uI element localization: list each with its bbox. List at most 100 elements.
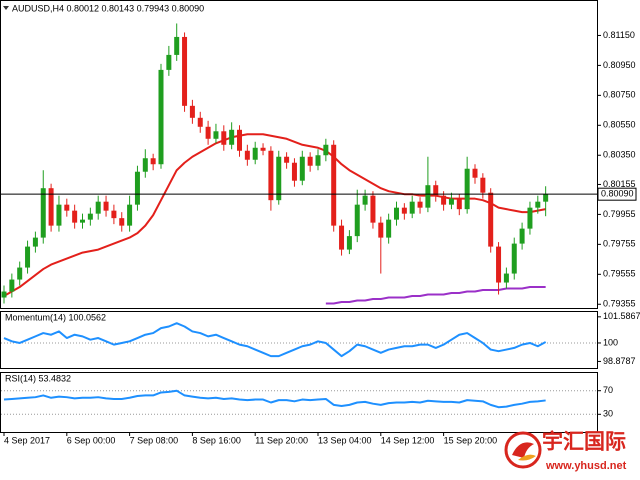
candle-body xyxy=(166,54,172,70)
candle-body xyxy=(386,219,392,238)
candle-body xyxy=(9,279,15,292)
candle-body xyxy=(1,291,7,298)
watermark-brand: 宇汇国际 xyxy=(542,430,626,454)
candle-body xyxy=(103,201,109,211)
candle-body xyxy=(17,267,23,280)
price-label: 0.80090 xyxy=(601,189,634,199)
candle-body xyxy=(448,198,454,205)
x-tick-label: 8 Sep 16:00 xyxy=(192,435,241,445)
candle-body xyxy=(362,195,368,205)
candle-body xyxy=(417,201,423,208)
rsi-title: RSI(14) 53.4832 xyxy=(5,373,71,383)
candle-body xyxy=(244,150,250,160)
candle-body xyxy=(535,201,541,208)
y-tick-label: 0.79755 xyxy=(603,239,636,249)
x-tick-label: 11 Sep 20:00 xyxy=(255,435,308,445)
candle-body xyxy=(339,225,345,250)
candle-body xyxy=(174,36,180,55)
momentum-title: Momentum(14) 100.0562 xyxy=(5,312,106,322)
candle-body xyxy=(150,158,156,165)
candle-body xyxy=(331,144,337,226)
y-tick-label: 0.80750 xyxy=(603,90,636,100)
candle-body xyxy=(394,207,399,220)
momentum-panel xyxy=(0,311,598,369)
watermark-url: www.yhusd.net xyxy=(545,460,627,472)
candle-body xyxy=(488,192,494,247)
candle-body xyxy=(111,210,117,219)
y-tick-label: 0.79555 xyxy=(603,269,636,279)
y-tick-label: 101.5867 xyxy=(603,311,640,321)
y-tick-label: 0.80550 xyxy=(603,120,636,130)
y-tick-label: 100 xyxy=(603,337,618,347)
chart-title: AUDUSD,H4 0.80012 0.80143 0.79943 0.8009… xyxy=(12,3,204,13)
price-label-box xyxy=(597,187,637,201)
candle-body xyxy=(205,126,211,139)
candle-body xyxy=(472,168,478,178)
x-tick-label: 7 Sep 08:00 xyxy=(130,435,179,445)
candle-body xyxy=(119,218,125,226)
candle-body xyxy=(237,129,242,151)
rsi-panel xyxy=(0,372,598,433)
candle-body xyxy=(378,222,384,238)
candle-body xyxy=(527,207,533,229)
y-tick-label: 0.80950 xyxy=(603,60,636,70)
candle-body xyxy=(95,201,101,214)
indicator-line xyxy=(325,286,546,305)
indicator-line xyxy=(3,133,546,297)
candle-body xyxy=(401,207,407,214)
y-tick-label: 0.80155 xyxy=(603,179,636,189)
candle-body xyxy=(64,204,70,211)
y-tick-label: 0.80350 xyxy=(603,150,636,160)
candle-body xyxy=(48,188,54,226)
x-tick-label: 13 Sep 04:00 xyxy=(318,435,372,445)
candle-body xyxy=(80,219,85,223)
candle-body xyxy=(268,150,274,201)
candle-body xyxy=(197,117,203,127)
candle-body xyxy=(496,246,502,283)
candle-body xyxy=(441,195,447,205)
y-tick-label: 0.81150 xyxy=(603,30,635,40)
y-tick-label: 70 xyxy=(603,385,613,395)
main-panel xyxy=(0,0,598,309)
candle-body xyxy=(307,156,313,166)
y-tick-label: 0.79355 xyxy=(603,299,636,309)
candle-body xyxy=(182,36,188,106)
y-tick-label: 98.8787 xyxy=(603,356,636,366)
candle-body xyxy=(299,156,305,181)
candle-body xyxy=(189,105,195,118)
candle-body xyxy=(40,188,46,238)
candle-body xyxy=(142,158,148,172)
candle-body xyxy=(291,162,297,181)
candle-body xyxy=(346,236,352,250)
candle-body xyxy=(72,210,78,223)
candle-body xyxy=(354,204,360,237)
candle-body xyxy=(32,237,38,247)
candle-body xyxy=(409,201,415,214)
x-tick-label: 4 Sep 2017 xyxy=(4,435,50,445)
candle-body xyxy=(229,129,235,145)
candle-body xyxy=(276,156,282,201)
candle-body xyxy=(284,156,290,163)
candle-body xyxy=(134,171,140,205)
candle-body xyxy=(511,243,517,274)
x-tick-label: 6 Sep 00:00 xyxy=(67,435,116,445)
candle-body xyxy=(260,147,266,151)
logo-mark xyxy=(518,454,536,461)
indicator-line xyxy=(3,322,547,358)
candle-body xyxy=(370,195,376,223)
logo-mark xyxy=(512,442,534,458)
candle-body xyxy=(456,198,462,210)
candle-body xyxy=(480,177,486,193)
candle-body xyxy=(315,155,321,166)
candle-body xyxy=(464,168,470,210)
candle-body xyxy=(433,185,439,196)
candle-body xyxy=(127,204,133,226)
candle-body xyxy=(543,194,549,202)
panel-icon xyxy=(3,6,9,10)
x-tick-label: 15 Sep 20:00 xyxy=(444,435,498,445)
candle-body xyxy=(158,69,164,165)
candle-body xyxy=(25,246,31,268)
watermark: 宇汇国际 www.yhusd.net xyxy=(504,430,627,472)
y-tick-label: 0.79955 xyxy=(603,209,636,219)
